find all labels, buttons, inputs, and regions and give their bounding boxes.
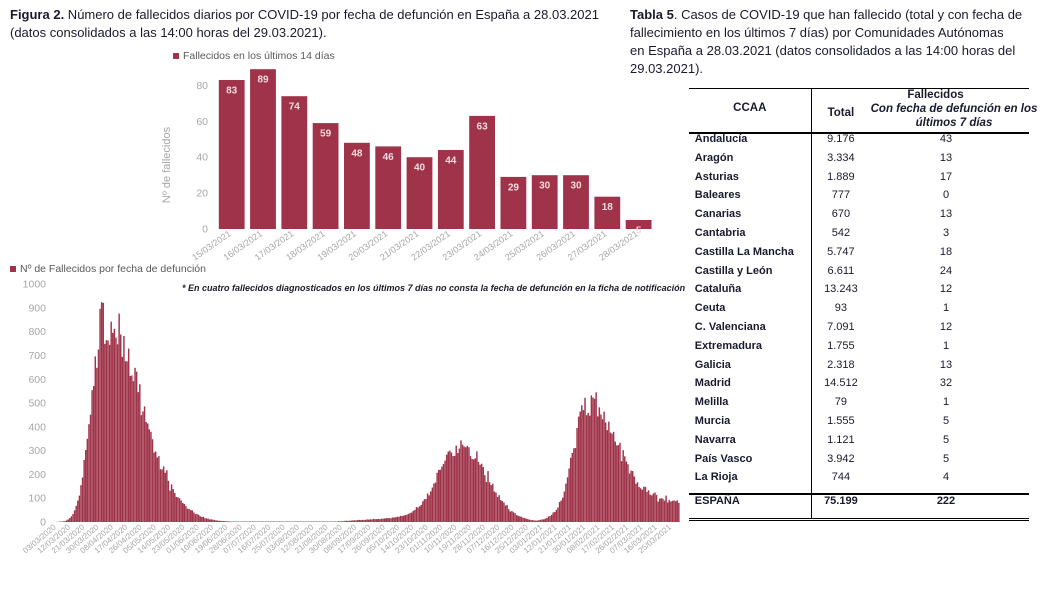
svg-text:300: 300 [28, 445, 46, 457]
svg-text:800: 800 [28, 326, 46, 338]
svg-text:100: 100 [28, 493, 46, 505]
svg-text:1000: 1000 [23, 279, 47, 291]
svg-text:400: 400 [28, 421, 46, 433]
svg-text:700: 700 [28, 350, 46, 362]
svg-text:600: 600 [28, 374, 46, 386]
svg-text:200: 200 [28, 469, 46, 481]
svg-text:900: 900 [28, 302, 46, 314]
svg-text:0: 0 [40, 517, 46, 529]
svg-text:500: 500 [28, 398, 46, 410]
